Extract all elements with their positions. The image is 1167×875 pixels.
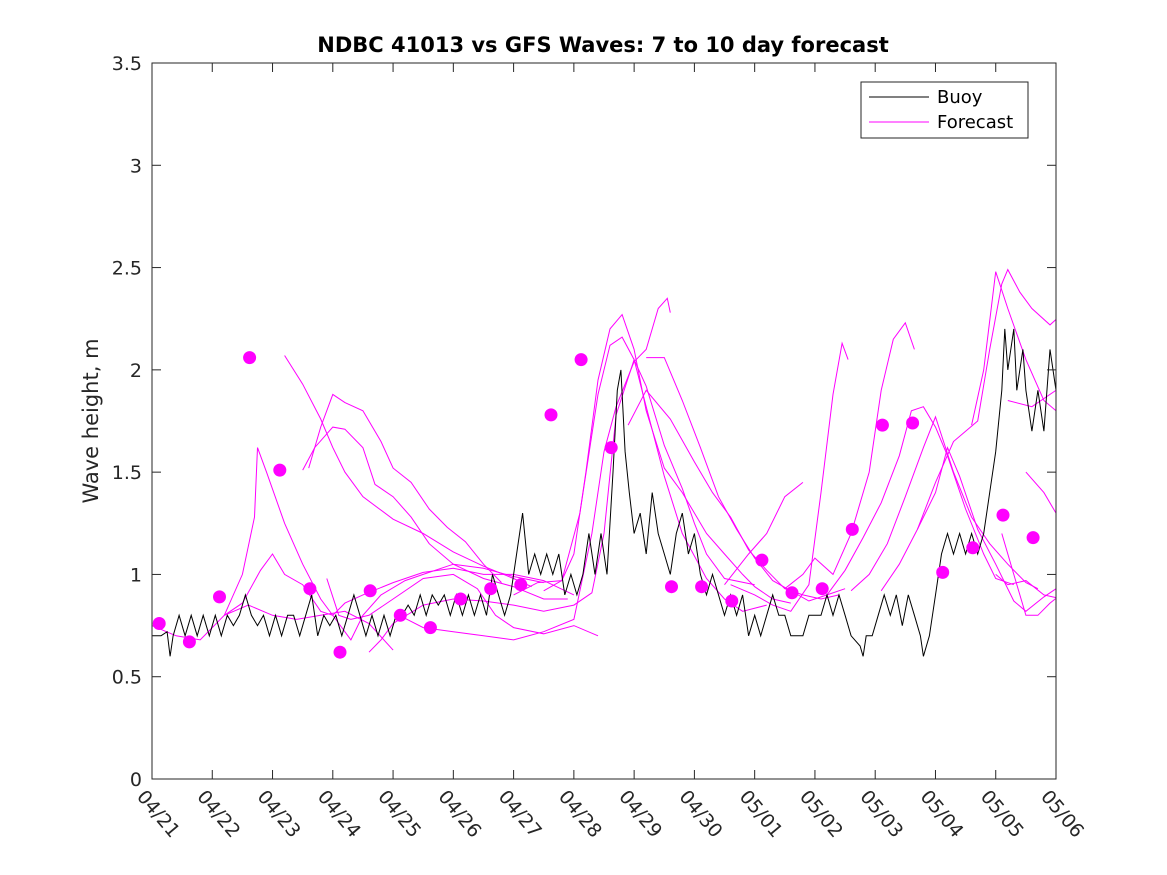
forecast-marker [845, 522, 859, 536]
forecast-line [1007, 389, 1056, 408]
x-tick-label: 04/25 [373, 786, 425, 842]
forecast-marker [755, 553, 769, 567]
forecast-marker [1026, 531, 1040, 545]
x-tick-label: 04/21 [132, 786, 184, 842]
forecast-marker [363, 584, 377, 598]
forecast-marker [514, 578, 528, 592]
x-tick-label: 05/05 [976, 786, 1028, 842]
plot-frame [151, 62, 1057, 780]
forecast-marker [423, 621, 437, 635]
x-tick-label: 04/22 [192, 786, 244, 842]
forecast-line [302, 426, 568, 600]
forecast-marker [243, 351, 257, 365]
x-tick-label: 04/24 [313, 786, 365, 842]
legend-box [860, 81, 1029, 139]
forecast-marker [936, 565, 950, 579]
x-tick-label: 04/23 [253, 786, 305, 842]
forecast-marker [303, 582, 317, 596]
legend-label-buoy: Buoy [937, 87, 983, 108]
forecast-line [916, 268, 1056, 530]
forecast-marker [815, 582, 829, 596]
forecast-marker [544, 408, 558, 422]
x-tick-label: 05/01 [735, 786, 787, 842]
x-tick-label: 05/06 [1036, 786, 1088, 842]
forecast-marker [152, 617, 166, 630]
forecast-line [880, 446, 1056, 612]
forecast-marker [906, 416, 920, 430]
y-tick-label: 2 [130, 360, 142, 382]
forecast-line [826, 406, 1014, 596]
y-tick-label: 1.5 [112, 462, 142, 484]
forecast-marker [725, 594, 739, 608]
x-tick-label: 04/28 [554, 786, 606, 842]
forecast-line [784, 321, 915, 590]
forecast-line [646, 357, 846, 602]
forecast-marker [996, 508, 1010, 522]
forecast-line [850, 415, 1039, 592]
forecast-marker [182, 635, 196, 649]
forecast-line [513, 313, 791, 604]
y-tick-label: 2.5 [112, 258, 142, 280]
forecast-line [995, 574, 1056, 599]
forecast-marker [454, 592, 468, 606]
y-axis-label: Wave height, m [79, 338, 103, 503]
forecast-marker [604, 441, 618, 455]
forecast-marker [966, 541, 980, 555]
forecast-marker [213, 590, 226, 604]
forecast-line [284, 355, 532, 588]
forecast-line [1025, 471, 1056, 514]
chart-title: NDBC 41013 vs GFS Waves: 7 to 10 day for… [317, 33, 888, 57]
axes-ticks: 00.511.522.533.504/21 04/22 04/23 04/24 04/2… [112, 53, 1088, 842]
forecast-marker [785, 586, 799, 600]
forecast-line [730, 341, 849, 612]
forecast-marker [574, 353, 588, 367]
legend-label-forecast: Forecast [937, 112, 1013, 133]
x-tick-label: 05/02 [795, 786, 847, 842]
plot-area [152, 268, 1056, 659]
forecast-marker [393, 608, 407, 622]
x-tick-label: 04/26 [434, 786, 486, 842]
forecast-line [398, 297, 671, 641]
forecast-marker [484, 582, 498, 596]
x-tick-label: 04/29 [614, 786, 666, 842]
forecast-line [326, 573, 599, 637]
forecast-line [368, 358, 755, 653]
forecast-line [724, 482, 804, 586]
y-tick-label: 0 [130, 769, 142, 791]
forecast-marker [273, 463, 287, 477]
y-tick-label: 3 [130, 155, 142, 177]
x-tick-label: 05/03 [855, 786, 907, 842]
forecast-line [1001, 533, 1056, 616]
forecast-line [1055, 513, 1056, 514]
buoy-line [152, 328, 1056, 657]
forecast-line [543, 336, 767, 612]
y-tick-label: 1 [130, 564, 142, 586]
y-tick-label: 0.5 [112, 667, 142, 689]
x-tick-label: 04/27 [494, 786, 546, 842]
forecast-marker [665, 580, 678, 594]
y-tick-label: 3.5 [112, 53, 142, 75]
legend: Buoy Forecast [860, 81, 1029, 139]
forecast-marker [333, 645, 347, 659]
forecast-marker [695, 580, 709, 594]
x-tick-label: 05/04 [916, 786, 968, 842]
forecast-marker [875, 418, 889, 432]
forecast-line [223, 447, 544, 641]
forecast-line [308, 393, 502, 583]
forecast-line [971, 271, 1056, 426]
x-tick-label: 04/30 [675, 786, 727, 842]
